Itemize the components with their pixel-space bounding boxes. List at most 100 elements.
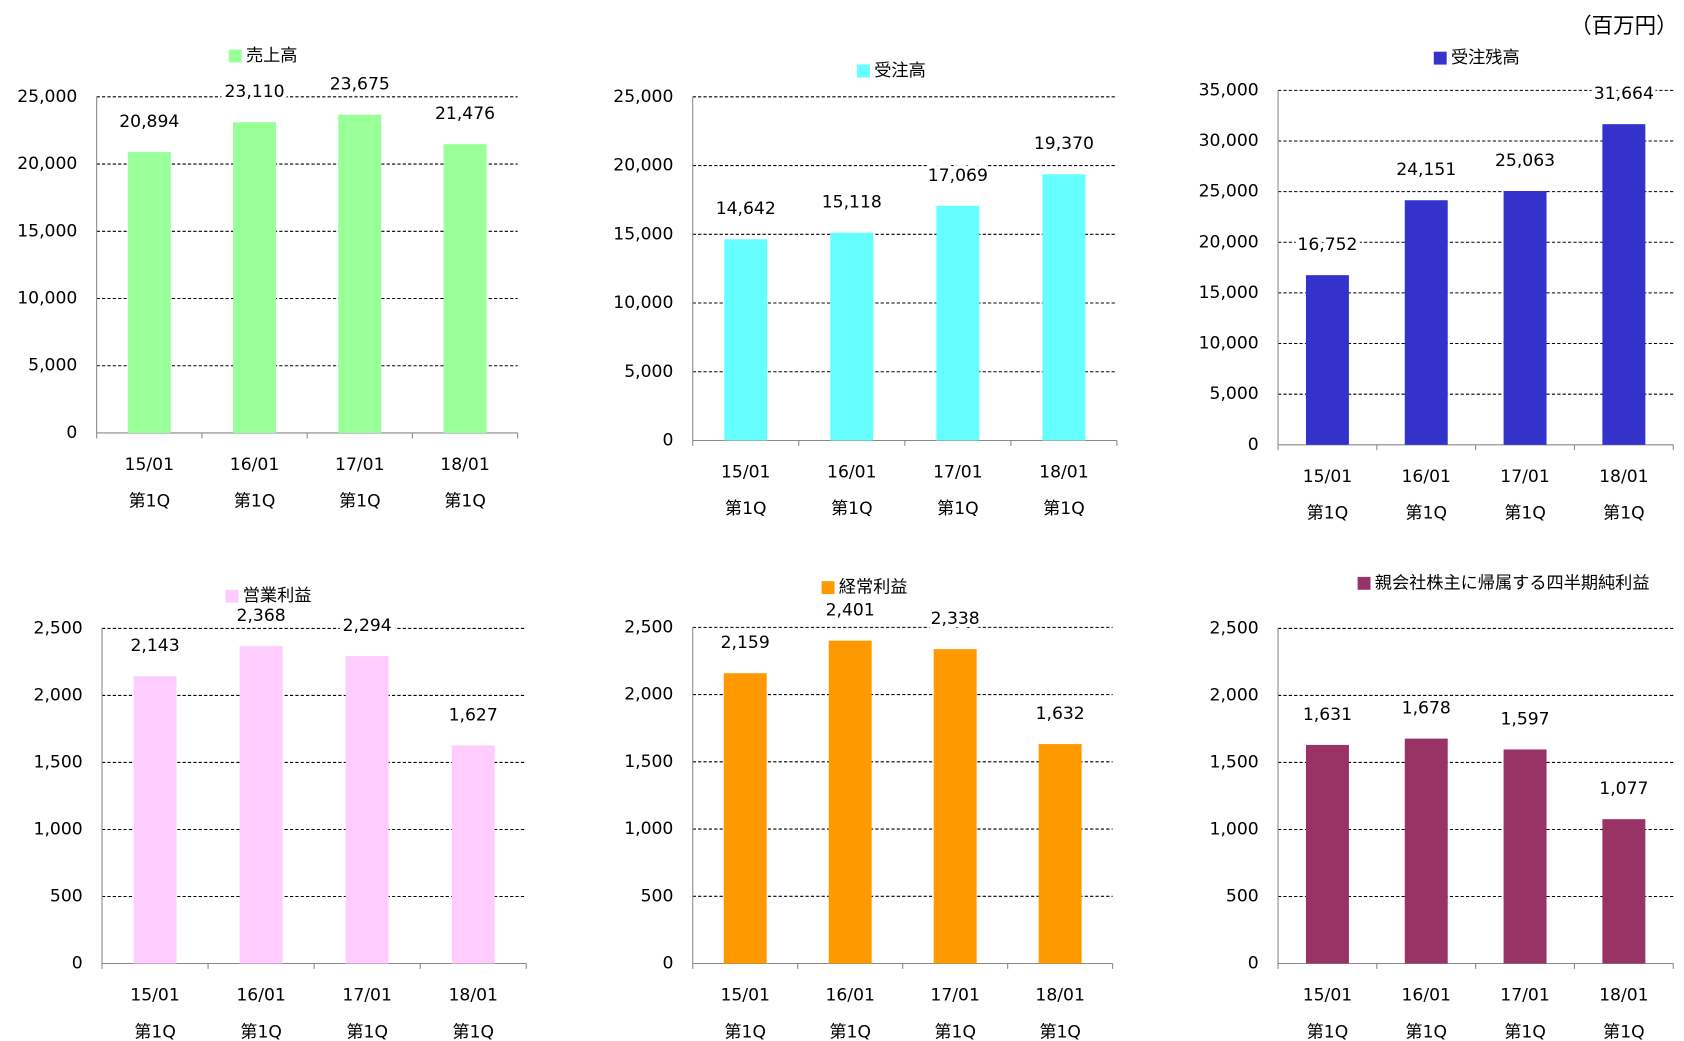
- chart: 0 500 1,000 1,500 2,000 2,500 親会社株主に帰属する四半期純利益…: [1210, 573, 1674, 1041]
- bar: [1042, 174, 1086, 441]
- value-label: 15,118: [822, 193, 882, 213]
- chart: 0 500 1,000 1,500 2,000 2,500 経常利益 2,159 2,401 2,…: [624, 578, 1114, 1041]
- y-tick-label: 10,000: [1199, 334, 1259, 354]
- value-label: 2,401: [826, 601, 875, 621]
- x-tick-label: 第1Q: [1405, 1022, 1447, 1041]
- x-tick-label: 16/01: [1401, 986, 1450, 1006]
- y-tick-label: 25,000: [17, 87, 77, 107]
- y-tick-label: 35,000: [1199, 80, 1259, 100]
- y-tick-label: 20,000: [17, 154, 77, 174]
- value-label: 19,370: [1034, 134, 1094, 154]
- x-tick-label: 第1Q: [934, 1022, 976, 1041]
- value-label: 1,632: [1036, 704, 1085, 724]
- y-tick-label: 20,000: [613, 156, 673, 176]
- x-tick-label: 15/01: [720, 986, 770, 1006]
- x-tick-label: 第1Q: [128, 492, 170, 512]
- y-tick-label: 2,000: [1210, 685, 1259, 705]
- y-tick-label: 20,000: [1199, 232, 1259, 252]
- x-tick-label: 第1Q: [339, 492, 381, 512]
- y-tick-label: 10,000: [17, 289, 77, 309]
- legend-label: 親会社株主に帰属する四半期純利益: [1375, 573, 1650, 593]
- bar: [133, 676, 177, 964]
- y-tick-label: 2,500: [34, 618, 83, 638]
- x-tick-label: 17/01: [335, 455, 385, 475]
- chart: 0 5,000 10,000 15,000 20,000 25,000 30,000 35,0…: [1199, 48, 1674, 524]
- x-tick-label: 第1Q: [444, 492, 486, 512]
- x-tick-label: 第1Q: [1504, 504, 1546, 524]
- x-tick-label: 15/01: [721, 463, 771, 483]
- x-tick-label: 第1Q: [1405, 504, 1447, 524]
- bar: [724, 239, 768, 441]
- x-tick-label: 15/01: [1303, 467, 1353, 487]
- y-tick-label: 0: [1248, 954, 1259, 974]
- legend-label: 経常利益: [839, 578, 908, 598]
- x-tick-label: 18/01: [1039, 463, 1089, 483]
- x-tick-label: 15/01: [130, 986, 179, 1006]
- value-label: 1,631: [1303, 705, 1352, 725]
- bar: [127, 152, 171, 433]
- x-tick-label: 第1Q: [346, 1022, 388, 1041]
- bar: [723, 673, 767, 964]
- x-tick-label: 第1Q: [831, 499, 873, 519]
- x-tick-label: 16/01: [236, 986, 286, 1006]
- unit-label: （百万円）: [1570, 14, 1677, 39]
- y-tick-label: 500: [641, 886, 674, 906]
- bar: [1503, 749, 1547, 964]
- bar: [830, 232, 874, 441]
- x-tick-label: 第1Q: [240, 1022, 282, 1041]
- y-tick-label: 2,000: [624, 685, 673, 705]
- y-tick-label: 0: [1248, 435, 1259, 455]
- y-tick-label: 10,000: [613, 293, 673, 313]
- bar: [1602, 124, 1646, 445]
- bar: [933, 649, 977, 964]
- x-tick-label: 第1Q: [725, 499, 767, 519]
- y-tick-label: 2,000: [34, 685, 83, 705]
- x-tick-label: 16/01: [230, 455, 280, 475]
- bar: [1305, 744, 1349, 964]
- bar: [1404, 738, 1448, 964]
- bar: [451, 745, 495, 964]
- value-label: 17,069: [928, 166, 988, 186]
- x-tick-label: 第1Q: [1039, 1022, 1081, 1041]
- value-label: 1,077: [1599, 779, 1648, 799]
- value-label: 1,627: [449, 705, 498, 725]
- chart: 0 5,000 10,000 15,000 20,000 25,000 受注高 14,642 1…: [613, 61, 1118, 519]
- x-tick-label: 17/01: [933, 463, 983, 483]
- x-tick-label: 第1Q: [452, 1022, 494, 1041]
- x-tick-label: 第1Q: [1603, 1022, 1645, 1041]
- bar: [345, 656, 389, 964]
- value-label: 20,894: [119, 112, 179, 132]
- y-tick-label: 0: [66, 423, 77, 443]
- x-tick-label: 18/01: [448, 986, 498, 1006]
- y-tick-label: 500: [50, 887, 83, 907]
- legend-label: 営業利益: [243, 586, 312, 606]
- value-label: 25,063: [1495, 151, 1555, 171]
- x-tick-label: 第1Q: [1603, 504, 1645, 524]
- legend-label: 受注高: [874, 61, 926, 81]
- legend-label: 受注残高: [1451, 48, 1520, 68]
- y-tick-label: 15,000: [17, 221, 77, 241]
- x-tick-label: 18/01: [440, 455, 490, 475]
- value-label: 24,151: [1396, 160, 1456, 180]
- bar: [936, 205, 980, 441]
- bar: [338, 114, 382, 433]
- value-label: 21,476: [435, 104, 495, 124]
- x-tick-label: 第1Q: [829, 1022, 871, 1041]
- legend-swatch: [225, 589, 239, 603]
- bar: [233, 122, 277, 433]
- x-tick-label: 17/01: [1500, 986, 1549, 1006]
- y-tick-label: 5,000: [624, 362, 673, 382]
- legend-swatch: [1433, 51, 1447, 65]
- y-tick-label: 5,000: [1210, 384, 1259, 404]
- legend-label: 売上高: [246, 46, 298, 66]
- y-tick-label: 1,500: [34, 752, 83, 772]
- chart: 0 5,000 10,000 15,000 20,000 25,000 売上高 20,894 2…: [17, 46, 519, 512]
- value-label: 2,294: [343, 616, 392, 636]
- y-tick-label: 1,000: [1210, 819, 1259, 839]
- value-label: 1,597: [1500, 709, 1549, 729]
- y-tick-label: 1,500: [1210, 752, 1259, 772]
- value-label: 1,678: [1402, 699, 1451, 719]
- bar: [443, 144, 487, 433]
- x-tick-label: 15/01: [1303, 986, 1353, 1006]
